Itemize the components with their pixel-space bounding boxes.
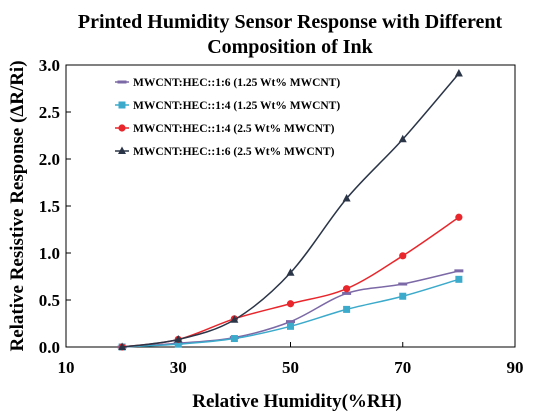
y-tick-label: 1.0 — [39, 244, 60, 263]
data-point — [118, 342, 127, 350]
y-axis-label: Relative Resistive Response (ΔR/Ri) — [7, 60, 28, 351]
data-point — [398, 134, 407, 143]
y-tick-label: 2.5 — [39, 103, 60, 122]
legend-swatch-marker — [118, 146, 126, 154]
x-tick-label: 30 — [170, 358, 187, 377]
legend-label: MWCNT:HEC::1:6 (1.25 Wt% MWCNT) — [133, 77, 340, 89]
legend-swatch-marker — [117, 80, 127, 84]
x-tick-label: 10 — [58, 358, 75, 377]
data-point — [287, 322, 294, 330]
legend-swatch-marker — [118, 124, 126, 132]
y-tick-label: 0.5 — [39, 291, 60, 310]
chart-title-line-1: Printed Humidity Sensor Response with Di… — [78, 11, 503, 33]
x-tick-label: 90 — [507, 358, 524, 377]
y-tick-label: 2.0 — [39, 150, 60, 169]
data-point — [398, 282, 408, 286]
x-axis-label: Relative Humidity(%RH) — [192, 391, 402, 412]
data-point — [342, 291, 352, 295]
legend-label: MWCNT:HEC::1:4 (2.5 Wt% MWCNT) — [133, 123, 335, 135]
data-point — [286, 320, 295, 324]
x-tick-label: 70 — [394, 358, 411, 377]
data-point — [286, 268, 295, 276]
legend: MWCNT:HEC::1:6 (1.25 Wt% MWCNT)MWCNT:HEC… — [115, 77, 340, 158]
data-point — [399, 252, 407, 260]
series-2 — [118, 275, 463, 351]
data-point — [455, 213, 463, 221]
series-4 — [118, 68, 463, 350]
data-point — [454, 68, 463, 77]
series-1 — [117, 269, 464, 349]
data-point — [342, 193, 351, 202]
y-tick-label: 0.0 — [39, 338, 60, 357]
legend-label: MWCNT:HEC::1:6 (2.5 Wt% MWCNT) — [133, 146, 335, 158]
series-layer — [117, 68, 464, 351]
series-line — [122, 278, 460, 348]
legend-swatch-marker — [118, 101, 126, 109]
series-line — [122, 270, 460, 348]
data-point — [455, 275, 463, 283]
legend-label: MWCNT:HEC::1:4 (1.25 Wt% MWCNT) — [133, 100, 340, 112]
x-tick-label: 50 — [282, 358, 299, 377]
y-tick-label: 1.5 — [39, 197, 60, 216]
chart-title-line-2: Composition of Ink — [207, 36, 373, 58]
data-point — [174, 340, 182, 348]
y-tick-label: 3.0 — [39, 56, 60, 75]
data-point — [174, 334, 183, 343]
data-point — [286, 300, 295, 308]
data-point — [399, 292, 407, 300]
data-point — [454, 269, 464, 273]
data-point — [230, 335, 238, 343]
data-point — [343, 305, 351, 313]
data-point — [343, 285, 351, 293]
data-point — [230, 315, 239, 323]
